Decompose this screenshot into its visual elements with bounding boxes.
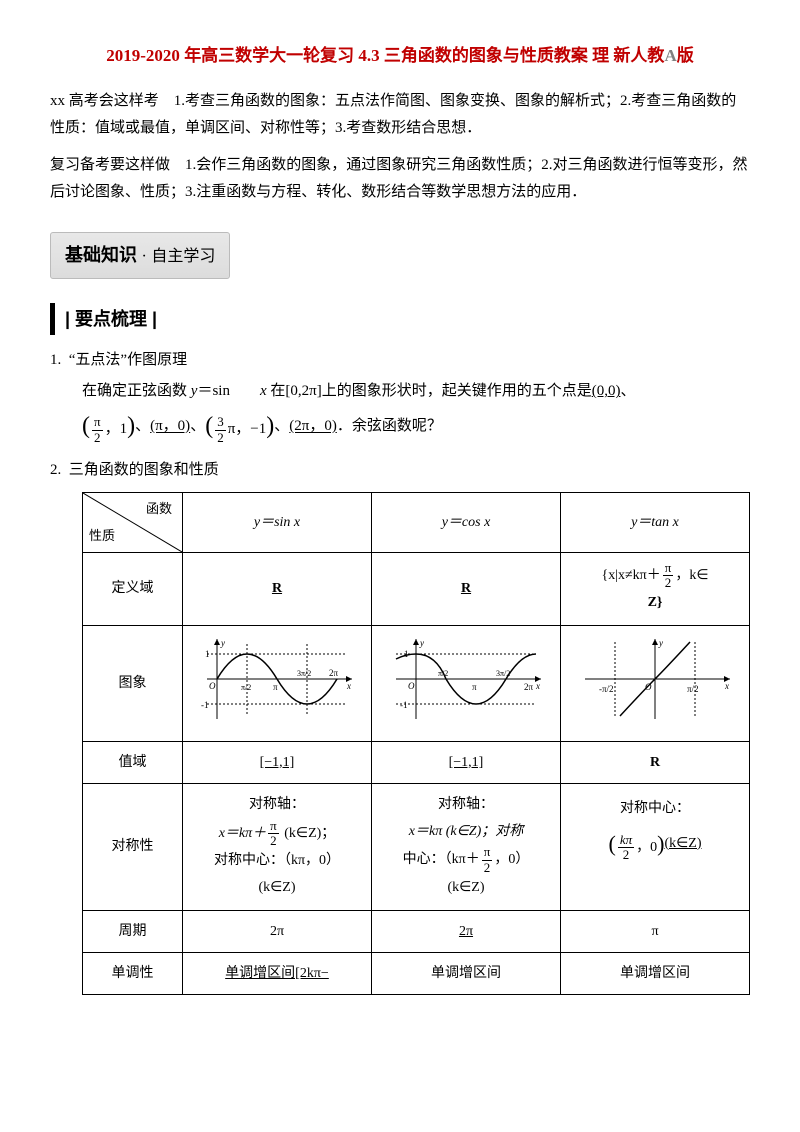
section-header-box: 基础知识 · 自主学习 bbox=[50, 232, 230, 279]
document-title: 2019-2020 年高三数学大一轮复习 4.3 三角函数的图象与性质教案 理 … bbox=[50, 40, 750, 72]
graph-tan: O -π/2 π/2 x y bbox=[561, 625, 750, 741]
row-period-label: 周期 bbox=[83, 910, 183, 952]
sep: 、 bbox=[274, 419, 289, 435]
frac-d: 2 bbox=[215, 431, 226, 445]
svg-text:-1: -1 bbox=[400, 700, 408, 710]
item-number: 1. bbox=[50, 352, 61, 368]
paren: ( bbox=[205, 413, 213, 439]
intro-paragraph-2: 复习备考要这样做 1.会作三角函数的图象，通过图象研究三角函数性质；2.对三角函… bbox=[50, 152, 750, 206]
header-property: 性质 bbox=[89, 524, 115, 547]
section-main: 基础知识 bbox=[65, 245, 137, 265]
svg-text:-π/2: -π/2 bbox=[599, 684, 614, 694]
sep: 、 bbox=[620, 383, 635, 399]
row-domain-label: 定义域 bbox=[83, 552, 183, 625]
svg-text:O: O bbox=[209, 681, 216, 691]
period-sin: 2π bbox=[183, 910, 372, 952]
svg-text:2π: 2π bbox=[329, 668, 339, 678]
svg-text:3π/2: 3π/2 bbox=[496, 669, 510, 678]
svg-text:π: π bbox=[273, 682, 278, 692]
frac-n: π bbox=[92, 415, 103, 430]
pair-mid: ，1 bbox=[105, 421, 128, 437]
key-points-header: | 要点梳理 | bbox=[50, 303, 750, 335]
mono-tan: 单调增区间 bbox=[561, 952, 750, 994]
var-x: x bbox=[260, 383, 267, 399]
row-range-label: 值域 bbox=[83, 742, 183, 784]
body-text: ＝sin bbox=[197, 383, 260, 399]
item2-body: 函数 性质 y＝sin x y＝cos x y＝tan x 定义域 R R {x… bbox=[82, 492, 750, 995]
symmetry-tan: 对称中心： (kπ2，0) (k∈Z) bbox=[561, 784, 750, 910]
header-function: 函数 bbox=[146, 497, 172, 520]
sep: 、 bbox=[190, 419, 205, 435]
title-prefix: 2019-2020 bbox=[106, 46, 180, 65]
item-number: 2. bbox=[50, 462, 61, 478]
domain-cos: R bbox=[372, 552, 561, 625]
point-3: (π，0) bbox=[150, 419, 190, 435]
list-item-2: 2. 三角函数的图象和性质 函数 性质 y＝sin x y＝cos x y＝ta… bbox=[50, 457, 750, 995]
section-sep: · bbox=[142, 248, 147, 265]
paren: ) bbox=[127, 413, 135, 439]
diagonal-header-cell: 函数 性质 bbox=[83, 492, 183, 552]
mono-cos: 单调增区间 bbox=[372, 952, 561, 994]
domain-sin: R bbox=[183, 552, 372, 625]
col-tan: y＝tan x bbox=[561, 492, 750, 552]
period-tan: π bbox=[561, 910, 750, 952]
svg-text:y: y bbox=[658, 638, 663, 648]
mono-sin: 单调增区间[2kπ− bbox=[183, 952, 372, 994]
svg-text:π/2: π/2 bbox=[438, 669, 448, 678]
svg-text:x: x bbox=[346, 681, 351, 691]
col-sin: y＝sin x bbox=[183, 492, 372, 552]
intro-paragraph-1: xx 高考会这样考 1.考查三角函数的图象：五点法作简图、图象变换、图象的解析式… bbox=[50, 88, 750, 142]
svg-text:O: O bbox=[408, 681, 415, 691]
svg-text:3π/2: 3π/2 bbox=[297, 669, 311, 678]
col-cos: y＝cos x bbox=[372, 492, 561, 552]
svg-text:y: y bbox=[220, 638, 225, 648]
range-sin: [−1,1] bbox=[183, 742, 372, 784]
graph-sin: O 1 -1 π/2 π 3π/2 2π x y bbox=[183, 625, 372, 741]
item-head: 三角函数的图象和性质 bbox=[69, 462, 219, 478]
body-text: 在确定正弦函数 bbox=[82, 383, 191, 399]
pair-mid: π，−1 bbox=[228, 421, 267, 437]
symmetry-cos: 对称轴： x＝kπ (k∈Z)；对称 中心：（kπ＋π2，0） (k∈Z) bbox=[372, 784, 561, 910]
svg-text:x: x bbox=[535, 681, 540, 691]
section-sub: 自主学习 bbox=[151, 248, 215, 265]
svg-text:-1: -1 bbox=[201, 700, 209, 710]
svg-text:2π: 2π bbox=[524, 682, 534, 692]
row-symmetry-label: 对称性 bbox=[83, 784, 183, 910]
point-4: (32π，−1) bbox=[205, 405, 274, 448]
paren: ( bbox=[82, 413, 90, 439]
range-tan: R bbox=[561, 742, 750, 784]
title-gray: A bbox=[664, 46, 676, 65]
svg-text:1: 1 bbox=[205, 649, 210, 659]
svg-text:π/2: π/2 bbox=[687, 684, 699, 694]
svg-text:x: x bbox=[724, 681, 729, 691]
row-mono-label: 单调性 bbox=[83, 952, 183, 994]
sep: 、 bbox=[135, 419, 150, 435]
point-2: (π2，1) bbox=[82, 405, 135, 448]
symmetry-sin: 对称轴： x＝kπ＋π2 (k∈Z)； 对称中心：（kπ，0） (k∈Z) bbox=[183, 784, 372, 910]
body-text: 在[0,2π]上的图象形状时，起关键作用的五个点是 bbox=[267, 383, 592, 399]
title-suffix: 版 bbox=[677, 46, 694, 65]
svg-text:π/2: π/2 bbox=[241, 683, 251, 692]
item-head: “五点法”作图原理 bbox=[69, 352, 187, 368]
row-graph-label: 图象 bbox=[83, 625, 183, 741]
point-5: (2π，0) bbox=[289, 419, 337, 435]
point-1: (0,0) bbox=[592, 383, 621, 399]
domain-tan: {x|x≠kπ＋π2，k∈Z} bbox=[561, 552, 750, 625]
properties-table: 函数 性质 y＝sin x y＝cos x y＝tan x 定义域 R R {x… bbox=[82, 492, 750, 995]
frac-n: 3 bbox=[215, 415, 226, 430]
svg-text:y: y bbox=[419, 638, 424, 648]
svg-text:π: π bbox=[472, 682, 477, 692]
title-mid: 年高三数学大一轮复习 4.3 三角函数的图象与性质教案 理 新人教 bbox=[184, 46, 664, 65]
item1-body: 在确定正弦函数 y＝sin x 在[0,2π]上的图象形状时，起关键作用的五个点… bbox=[82, 378, 750, 448]
body-tail: ．余弦函数呢？ bbox=[337, 419, 442, 435]
svg-text:O: O bbox=[645, 682, 652, 692]
list-item-1: 1. “五点法”作图原理 在确定正弦函数 y＝sin x 在[0,2π]上的图象… bbox=[50, 347, 750, 448]
frac-d: 2 bbox=[92, 431, 103, 445]
period-cos: 2π bbox=[372, 910, 561, 952]
svg-text:1: 1 bbox=[404, 649, 409, 659]
range-cos: [−1,1] bbox=[372, 742, 561, 784]
graph-cos: O 1 -1 π/2 π 3π/2 2π x y bbox=[372, 625, 561, 741]
